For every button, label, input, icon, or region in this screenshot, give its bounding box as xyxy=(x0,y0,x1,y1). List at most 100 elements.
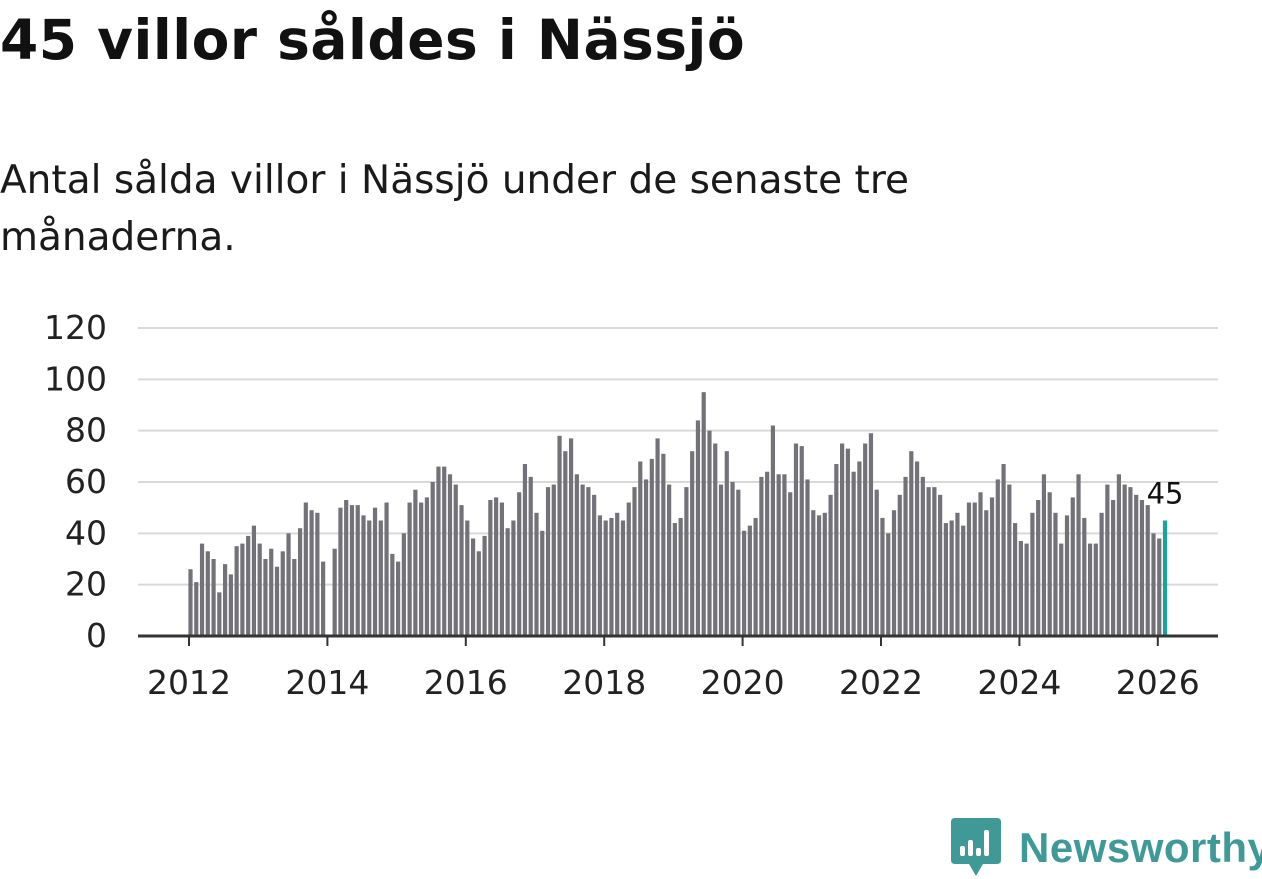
bar xyxy=(597,515,603,636)
bar xyxy=(436,466,441,636)
bar xyxy=(672,523,677,636)
bar xyxy=(632,487,637,636)
bar xyxy=(782,474,787,636)
bar xyxy=(741,530,747,636)
bar xyxy=(661,453,666,636)
bar xyxy=(1111,499,1116,636)
bar xyxy=(419,502,424,636)
bar xyxy=(251,525,257,636)
bar xyxy=(978,492,983,636)
bar xyxy=(228,574,233,636)
bar xyxy=(488,499,493,636)
bar xyxy=(914,461,920,636)
bar xyxy=(770,425,776,636)
bar xyxy=(344,499,349,636)
bar xyxy=(234,546,239,636)
bar xyxy=(217,592,222,636)
bar xyxy=(620,520,626,636)
bar xyxy=(1151,533,1156,636)
bar xyxy=(1030,512,1035,636)
bar xyxy=(851,471,856,636)
bar xyxy=(667,484,672,636)
y-tick-label: 60 xyxy=(65,462,107,501)
value-annotation: 45 xyxy=(1147,477,1184,511)
bar xyxy=(1001,464,1006,636)
bar xyxy=(822,512,827,636)
bar xyxy=(188,569,193,636)
bar xyxy=(459,505,464,636)
bar xyxy=(505,528,510,636)
bar xyxy=(966,502,972,636)
x-tick-label: 2018 xyxy=(562,663,646,702)
y-tick-label: 80 xyxy=(65,411,107,450)
bar xyxy=(880,517,885,636)
bar xyxy=(897,494,902,636)
bar xyxy=(759,476,764,636)
bar xyxy=(609,517,614,636)
bar xyxy=(390,553,395,636)
bar xyxy=(442,466,447,636)
bar xyxy=(372,507,378,636)
bar xyxy=(788,492,793,636)
bar xyxy=(886,533,891,636)
bar xyxy=(828,494,833,636)
bar xyxy=(1116,474,1121,636)
bar xyxy=(891,510,897,636)
bar xyxy=(1070,497,1075,636)
bar xyxy=(545,487,551,636)
bar xyxy=(1041,474,1047,636)
brand-logo[interactable]: Newsworthy xyxy=(951,818,1262,878)
bar xyxy=(1059,543,1064,636)
bar xyxy=(713,443,718,636)
x-axis: 2012 2014 2016 2018 2020 2022 2024 2026 xyxy=(138,634,1218,702)
bar xyxy=(655,438,660,636)
chart-title: 45 villor såldes i Nässjö xyxy=(0,8,746,72)
bar xyxy=(430,482,435,636)
bar xyxy=(857,461,862,636)
x-tick-label: 2016 xyxy=(424,663,508,702)
bar xyxy=(961,525,966,636)
bar xyxy=(816,515,822,636)
bar xyxy=(1024,543,1029,636)
bar xyxy=(246,535,251,636)
bar xyxy=(586,487,591,636)
bar xyxy=(718,484,724,636)
bar xyxy=(1007,484,1012,636)
bar xyxy=(522,464,528,636)
bar xyxy=(551,484,556,636)
bar xyxy=(984,510,989,636)
bar xyxy=(309,510,314,636)
y-tick-label: 20 xyxy=(65,565,107,604)
bar xyxy=(701,392,706,636)
annotations: 45 xyxy=(1147,477,1184,511)
bar xyxy=(638,461,643,636)
brand-name: Newsworthy xyxy=(1019,824,1262,871)
bar xyxy=(384,502,389,636)
bar xyxy=(1134,494,1139,636)
x-tick-label: 2022 xyxy=(839,663,923,702)
bar xyxy=(834,464,839,636)
bar xyxy=(540,530,545,636)
bar xyxy=(626,502,631,636)
bar xyxy=(395,561,401,636)
x-tick-label: 2024 xyxy=(977,663,1061,702)
bar xyxy=(401,533,406,636)
bar xyxy=(349,505,355,636)
bar xyxy=(1145,505,1150,636)
bar xyxy=(695,420,701,636)
bar xyxy=(949,520,954,636)
bar xyxy=(286,533,291,636)
bar xyxy=(580,484,585,636)
bar xyxy=(747,525,752,636)
bar xyxy=(995,479,1000,636)
chart-subtitle: Antal sålda villor i Nässjö under de sen… xyxy=(0,158,909,260)
bar xyxy=(678,517,683,636)
bar xyxy=(1087,543,1093,636)
bar xyxy=(989,497,995,636)
bar xyxy=(453,484,458,636)
bar xyxy=(874,489,879,636)
bar xyxy=(799,446,804,636)
bar xyxy=(534,512,539,636)
bar xyxy=(1082,517,1087,636)
bar xyxy=(805,479,810,636)
